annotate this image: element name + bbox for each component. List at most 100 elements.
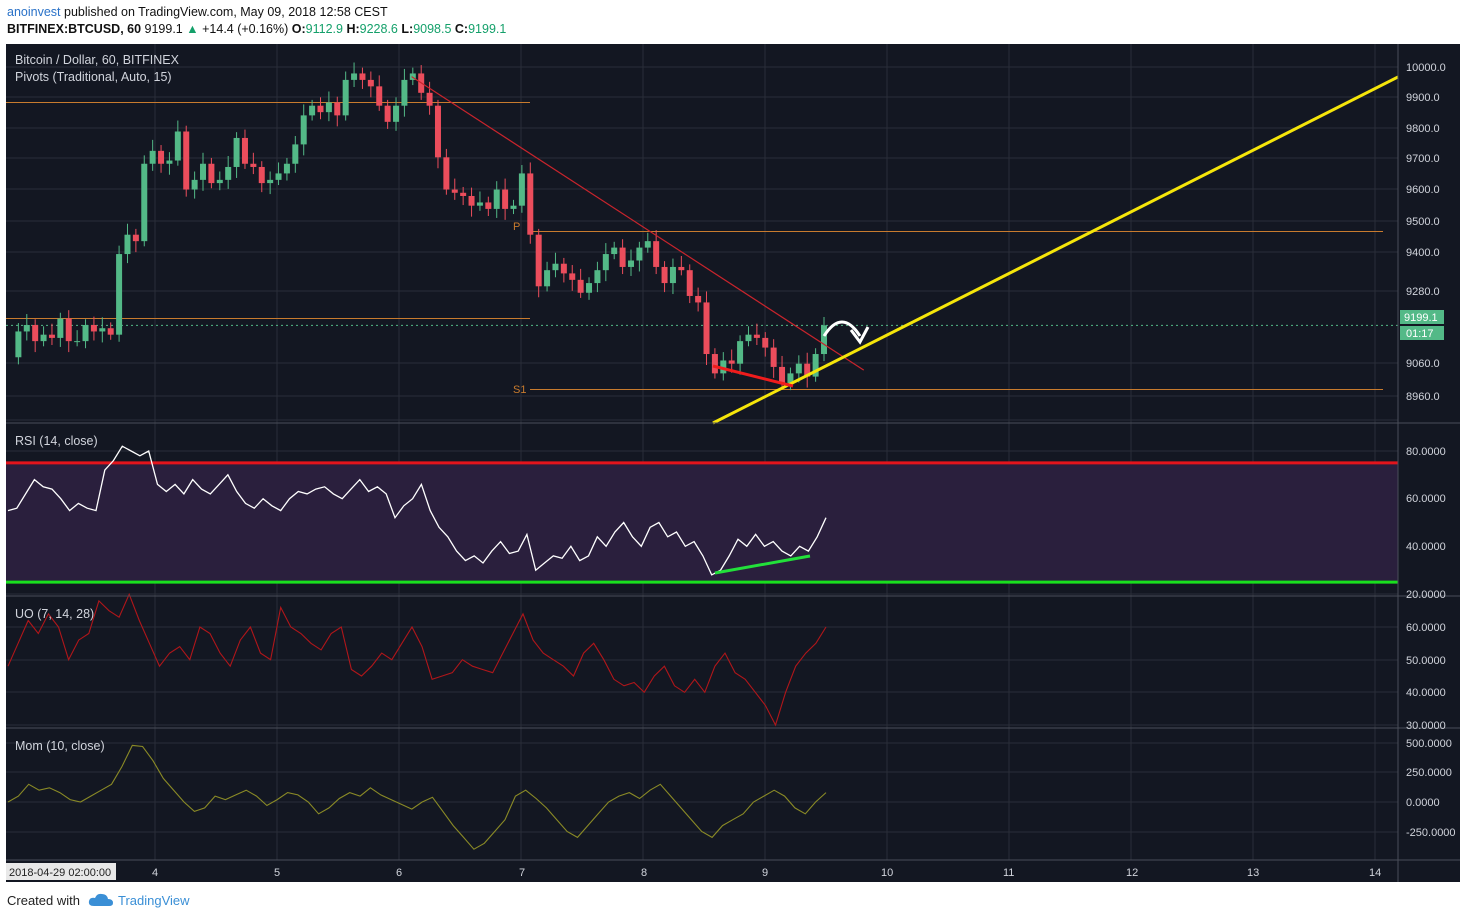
price-lower-low-line (712, 364, 794, 388)
x-tick: 7 (519, 867, 525, 879)
uo-axis: 60.0000 50.0000 40.0000 30.0000 (1406, 622, 1446, 732)
candle-body (577, 279, 584, 293)
candle-body (132, 234, 139, 242)
close-label: C: (454, 22, 469, 36)
candle-body (586, 283, 593, 293)
curved-arrow-icon (822, 320, 862, 337)
candle-body (216, 179, 223, 184)
candle-body (518, 173, 525, 206)
candle-body (23, 325, 30, 332)
candle-body (57, 318, 64, 338)
low-value: 9098.5 (413, 22, 452, 36)
candle-body (711, 354, 718, 374)
descending-trendline (411, 76, 865, 371)
author-link[interactable]: anoinvest (7, 5, 61, 19)
indicator-lines (6, 445, 1398, 850)
y-tick: 9800.0 (1406, 123, 1440, 135)
arrow-head-icon (849, 326, 870, 345)
overlays (411, 75, 1399, 425)
y-tick: 9900.0 (1406, 92, 1440, 104)
candles (15, 62, 827, 391)
x-tick: 10 (881, 867, 893, 879)
candle-body (90, 325, 97, 332)
candle-body (527, 173, 534, 235)
footer: Created with TradingView (0, 883, 1467, 918)
y-tick: 20.0000 (1406, 589, 1446, 601)
candle-body (443, 157, 450, 190)
candle-body (678, 266, 685, 271)
rsi-line (7, 445, 827, 576)
x-tick: 12 (1126, 867, 1138, 879)
created-with-text: Created with (7, 893, 80, 908)
candle-body (661, 266, 668, 284)
x-tick: 9 (762, 867, 768, 879)
y-tick: 8960.0 (1406, 391, 1440, 403)
open-label: O: (291, 22, 306, 36)
candle-body (258, 166, 265, 184)
x-tick: 13 (1247, 867, 1259, 879)
y-tick: 250.0000 (1406, 767, 1452, 779)
candle-body (653, 241, 660, 267)
x-tick: 8 (641, 867, 647, 879)
candle-body (82, 325, 89, 342)
price-change: +14.4 (+0.16%) (202, 22, 289, 36)
high-value: 9228.6 (359, 22, 398, 36)
candle-body (107, 328, 114, 335)
ascending-support-line (712, 75, 1399, 425)
candle-body (40, 334, 47, 342)
published-text: published on TradingView.com, May 09, 20… (64, 5, 388, 19)
candle-body (821, 325, 827, 355)
candle-body (275, 173, 282, 180)
y-tick: 30.0000 (1406, 720, 1446, 732)
candle-body (250, 163, 257, 167)
y-tick: 9060.0 (1406, 358, 1440, 370)
candle-body (384, 105, 391, 122)
candle-body (812, 354, 819, 377)
rsi-axis: 80.0000 60.0000 40.0000 20.0000 (1406, 446, 1446, 601)
grid (6, 44, 1398, 860)
candle-body (351, 73, 358, 80)
candle-body (367, 79, 374, 87)
candle-body (359, 73, 366, 80)
candle-body (535, 234, 542, 287)
close-value: 9199.1 (468, 22, 507, 36)
publish-header: anoinvest published on TradingView.com, … (0, 0, 1467, 40)
candle-body (99, 328, 106, 332)
candle-body (737, 341, 744, 364)
candle-body (141, 163, 148, 242)
candle-body (611, 247, 618, 255)
candle-body (376, 86, 383, 106)
x-axis: 4 5 6 7 8 9 10 11 12 13 14 (152, 867, 1381, 879)
candle-body (804, 363, 811, 377)
candle-body (728, 360, 735, 364)
candle-body (627, 260, 634, 267)
candle-body (468, 196, 475, 206)
y-tick: 60.0000 (1406, 493, 1446, 505)
candle-body (695, 295, 702, 303)
chart-svg[interactable]: Bitcoin / Dollar, 60, BITFINEX Pivots (T… (0, 40, 1467, 883)
candle-body (770, 347, 777, 367)
x-tick: 4 (152, 867, 158, 879)
high-label: H: (346, 22, 360, 36)
y-tick: 80.0000 (1406, 446, 1446, 458)
x-tick: 11 (1003, 867, 1014, 879)
chart-area[interactable]: Bitcoin / Dollar, 60, BITFINEX Pivots (T… (0, 40, 1467, 883)
candle-body (183, 131, 190, 190)
tradingview-cloud-icon (88, 892, 114, 913)
candle-body (787, 373, 794, 384)
candle-body (686, 270, 693, 296)
pivot-s1-label: S1 (513, 384, 526, 396)
cursor-date-box (6, 863, 116, 880)
candle-body (32, 325, 39, 342)
pivot-indicator-title: Pivots (Traditional, Auto, 15) (15, 70, 172, 84)
candle-body (762, 337, 769, 348)
y-tick: 9700.0 (1406, 153, 1440, 165)
candle-body (208, 163, 215, 184)
main-title: Bitcoin / Dollar, 60, BITFINEX (15, 53, 180, 67)
candle-body (74, 341, 81, 343)
rsi-higher-low-line (714, 554, 811, 575)
tradingview-brand[interactable]: TradingView (118, 893, 190, 908)
candle-body (15, 331, 22, 358)
candle-body (393, 105, 400, 122)
mom-title: Mom (10, close) (15, 739, 105, 753)
